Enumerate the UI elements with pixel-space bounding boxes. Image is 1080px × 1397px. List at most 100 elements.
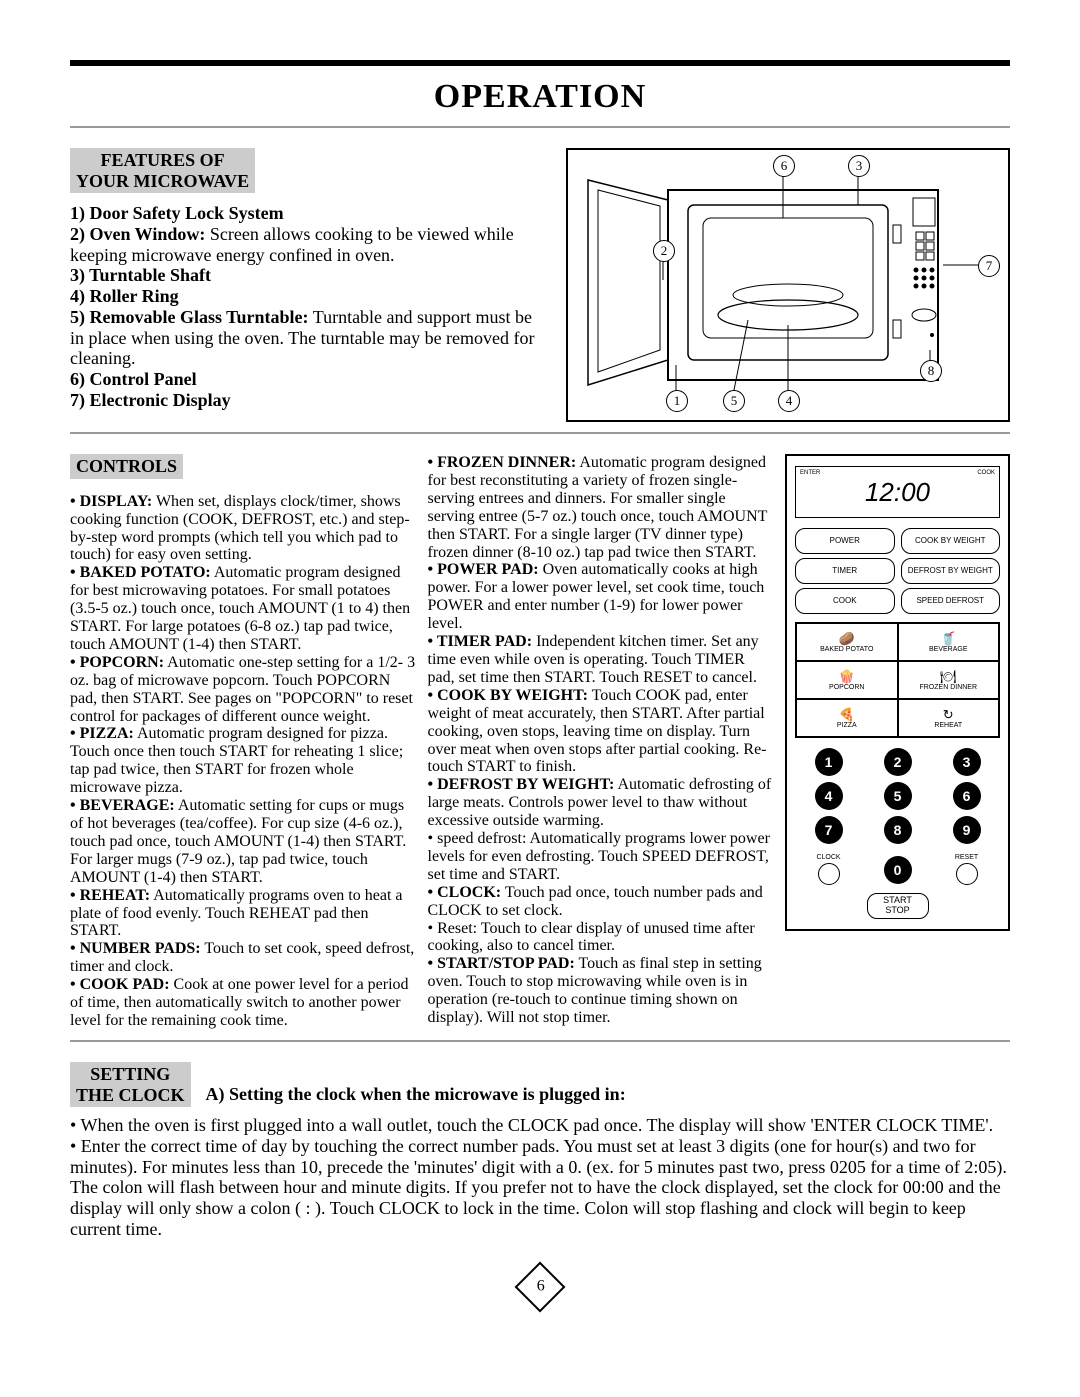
page-diamond: 6 bbox=[515, 1262, 566, 1313]
panel-button: DEFROST BY WEIGHT bbox=[901, 558, 1001, 584]
start-label: START bbox=[883, 895, 912, 905]
feat-4: 4) Roller Ring bbox=[70, 286, 179, 306]
page-title: OPERATION bbox=[70, 78, 1010, 116]
control-item: • COOK BY WEIGHT: Touch COOK pad, enter … bbox=[428, 687, 776, 777]
control-item: • DEFROST BY WEIGHT: Automatic defrostin… bbox=[428, 776, 776, 830]
divider bbox=[70, 126, 1010, 128]
lcd-time: 12:00 bbox=[865, 477, 930, 508]
control-item: • NUMBER PADS: Touch to set cook, speed … bbox=[70, 940, 418, 976]
preset-icon: 🍕 bbox=[839, 708, 855, 722]
feat-3: 3) Turntable Shaft bbox=[70, 265, 211, 285]
callout-3: 3 bbox=[848, 155, 870, 177]
feat-7: 7) Electronic Display bbox=[70, 390, 231, 410]
control-item: • PIZZA: Automatic program designed for … bbox=[70, 725, 418, 797]
clock-subheading: A) Setting the clock when the microwave … bbox=[206, 1084, 626, 1104]
control-label: • START/STOP PAD: bbox=[428, 955, 575, 972]
numpad-5: 5 bbox=[884, 782, 912, 810]
preset-label: BEVERAGE bbox=[929, 646, 968, 653]
control-item: • POWER PAD: Oven automatically cooks at… bbox=[428, 561, 776, 633]
control-label: • DISPLAY: bbox=[70, 493, 152, 510]
lcd-cook: COOK bbox=[977, 470, 995, 476]
controls-col-2: • FROZEN DINNER: Automatic program desig… bbox=[428, 454, 776, 1027]
control-label: • COOK PAD: bbox=[70, 976, 170, 993]
clock-section: SETTING THE CLOCK A) Setting the clock w… bbox=[70, 1062, 1010, 1107]
clock-heading: SETTING THE CLOCK bbox=[70, 1062, 191, 1107]
features-heading: FEATURES OF YOUR MICROWAVE bbox=[70, 148, 255, 193]
preset-grid: 🥔BAKED POTATO🥤BEVERAGE🍿POPCORN🍽FROZEN DI… bbox=[795, 622, 1000, 738]
control-item: • speed defrost: Automatically programs … bbox=[428, 830, 776, 884]
page: OPERATION FEATURES OF YOUR MICROWAVE 1) … bbox=[0, 0, 1080, 1350]
controls-col-1: CONTROLS • DISPLAY: When set, displays c… bbox=[70, 454, 418, 1030]
control-panel-diagram: ENTER 12:00 COOK POWERCOOK BY WEIGHTTIME… bbox=[785, 454, 1010, 931]
feat-6: 6) Control Panel bbox=[70, 369, 197, 389]
numpad-9: 9 bbox=[953, 816, 981, 844]
feat-5-label: 5) Removable Glass Turntable: bbox=[70, 307, 309, 327]
panel-button: COOK BY WEIGHT bbox=[901, 528, 1001, 554]
preset-button: 🥤BEVERAGE bbox=[898, 623, 1000, 661]
control-label: • POWER PAD: bbox=[428, 561, 539, 578]
control-label: • REHEAT: bbox=[70, 887, 150, 904]
control-label: • BEVERAGE: bbox=[70, 797, 175, 814]
preset-label: POPCORN bbox=[829, 684, 864, 691]
control-item: • POPCORN: Automatic one-step setting fo… bbox=[70, 654, 418, 726]
lcd-enter: ENTER bbox=[800, 470, 820, 476]
page-number: 6 bbox=[70, 1269, 1010, 1310]
preset-button: 🍕PIZZA bbox=[796, 699, 898, 737]
numpad-0: 0 bbox=[884, 856, 912, 884]
callout-2: 2 bbox=[653, 240, 675, 262]
control-label: • FROZEN DINNER: bbox=[428, 454, 577, 471]
clock-heading-l2: THE CLOCK bbox=[76, 1085, 185, 1105]
control-label: • COOK BY WEIGHT: bbox=[428, 687, 588, 704]
control-label: • NUMBER PADS: bbox=[70, 940, 201, 957]
callout-8: 8 bbox=[920, 360, 942, 382]
heading-line2: YOUR MICROWAVE bbox=[76, 171, 249, 191]
control-item: • BEVERAGE: Automatic setting for cups o… bbox=[70, 797, 418, 887]
control-item: • START/STOP PAD: Touch as final step in… bbox=[428, 955, 776, 1027]
lcd-display: ENTER 12:00 COOK bbox=[795, 466, 1000, 518]
microwave-svg bbox=[568, 150, 1008, 420]
control-text: • speed defrost: Automatically programs … bbox=[428, 830, 770, 883]
control-item: • COOK PAD: Cook at one power level for … bbox=[70, 976, 418, 1030]
callout-5: 5 bbox=[723, 390, 745, 412]
numpad-3: 3 bbox=[953, 748, 981, 776]
microwave-diagram: 2 6 3 7 8 1 5 4 bbox=[566, 148, 1010, 422]
panel-button: COOK bbox=[795, 588, 895, 614]
panel-button: SPEED DEFROST bbox=[901, 588, 1001, 614]
preset-icon: 🥔 bbox=[839, 632, 855, 646]
stop-label: STOP bbox=[885, 905, 909, 915]
clock-body: • When the oven is first plugged into a … bbox=[70, 1115, 1010, 1239]
feat-1: 1) Door Safety Lock System bbox=[70, 203, 284, 223]
callout-7: 7 bbox=[978, 255, 1000, 277]
preset-icon: 🍿 bbox=[839, 670, 855, 684]
callout-4: 4 bbox=[778, 390, 800, 412]
preset-icon: 🍽 bbox=[940, 670, 957, 684]
control-item: • REHEAT: Automatically programs oven to… bbox=[70, 887, 418, 941]
preset-button: 🍿POPCORN bbox=[796, 661, 898, 699]
function-buttons: POWERCOOK BY WEIGHTTIMERDEFROST BY WEIGH… bbox=[795, 528, 1000, 614]
preset-label: PIZZA bbox=[837, 722, 857, 729]
controls-section: CONTROLS • DISPLAY: When set, displays c… bbox=[70, 454, 1010, 1030]
preset-icon: ↻ bbox=[943, 708, 954, 722]
preset-label: BAKED POTATO bbox=[820, 646, 873, 653]
preset-button: ↻REHEAT bbox=[898, 699, 1000, 737]
clock-bullet-2: • Enter the correct time of day by touch… bbox=[70, 1136, 1010, 1239]
controls-heading: CONTROLS bbox=[70, 454, 183, 479]
callout-6: 6 bbox=[773, 155, 795, 177]
control-text: • Reset: Touch to clear display of unuse… bbox=[428, 920, 755, 955]
callout-1: 1 bbox=[666, 390, 688, 412]
preset-label: REHEAT bbox=[934, 722, 962, 729]
heading-line1: FEATURES OF bbox=[101, 150, 225, 170]
numpad-1: 1 bbox=[815, 748, 843, 776]
start-stop-button: START STOP bbox=[867, 893, 929, 919]
control-label: • POPCORN: bbox=[70, 654, 164, 671]
control-item: • FROZEN DINNER: Automatic program desig… bbox=[428, 454, 776, 561]
features-section: FEATURES OF YOUR MICROWAVE 1) Door Safet… bbox=[70, 148, 1010, 422]
preset-label: FROZEN DINNER bbox=[919, 684, 977, 691]
control-label: • DEFROST BY WEIGHT: bbox=[428, 776, 615, 793]
control-label: • BAKED POTATO: bbox=[70, 564, 211, 581]
control-item: • CLOCK: Touch pad once, touch number pa… bbox=[428, 884, 776, 920]
divider bbox=[70, 432, 1010, 434]
preset-button: 🍽FROZEN DINNER bbox=[898, 661, 1000, 699]
control-label: • CLOCK: bbox=[428, 884, 502, 901]
bottom-row: CLOCK 0 RESET bbox=[795, 854, 1000, 885]
